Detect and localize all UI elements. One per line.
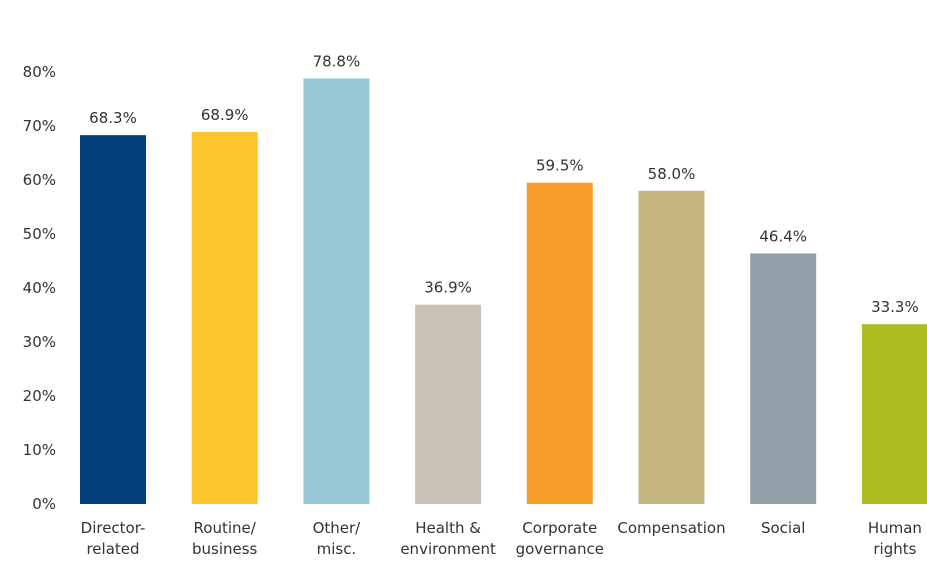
bar bbox=[638, 190, 705, 505]
x-category-label-line: business bbox=[192, 540, 258, 558]
y-tick-label: 60% bbox=[23, 171, 56, 189]
bar bbox=[303, 78, 370, 504]
x-category-label-line: Human bbox=[868, 519, 922, 537]
bar-value-label: 68.3% bbox=[89, 109, 137, 127]
x-category-label-line: governance bbox=[516, 540, 604, 558]
data-labels-group: 68.3% 68.9% 78.8% 36.9% 59.5% 58.0% 46.4% 33.3% bbox=[89, 52, 919, 316]
x-category-label: Compensation bbox=[617, 519, 725, 537]
bar-value-label: 33.3% bbox=[871, 298, 919, 316]
y-axis: 0%10%20%30%40%50%60%70%80%100% bbox=[23, 63, 56, 513]
y-tick-label: 50% bbox=[23, 225, 56, 243]
x-category-label: Corporate governance bbox=[516, 519, 604, 558]
x-category-label-line: environment bbox=[400, 540, 496, 558]
bar-value-label: 36.9% bbox=[424, 279, 472, 297]
bar-value-label: 78.8% bbox=[313, 52, 361, 70]
bar-value-label: 46.4% bbox=[759, 227, 807, 245]
x-category-label-line: Director- bbox=[81, 519, 146, 537]
bar bbox=[526, 182, 593, 504]
y-tick-label: 30% bbox=[23, 333, 56, 351]
y-tick-label: 0% bbox=[32, 495, 56, 513]
x-category-label: Health & environment bbox=[400, 519, 496, 558]
x-category-label-line: misc. bbox=[317, 540, 357, 558]
bar bbox=[80, 135, 146, 504]
x-category-label-line: related bbox=[86, 540, 139, 558]
bar bbox=[750, 253, 817, 504]
bar bbox=[191, 131, 258, 504]
x-category-label: Social bbox=[761, 519, 805, 537]
x-category-label-line: Corporate bbox=[522, 519, 597, 537]
y-tick-label: 80% bbox=[23, 63, 56, 81]
x-category-label-line: Routine/ bbox=[194, 519, 257, 537]
bar-value-label: 68.9% bbox=[201, 106, 249, 124]
y-tick-label: 10% bbox=[23, 441, 56, 459]
bar bbox=[861, 324, 927, 504]
bars-group bbox=[80, 78, 927, 505]
x-category-label-line: Health & bbox=[415, 519, 481, 537]
x-axis: Director-related Routine/business Other/mi… bbox=[81, 519, 922, 558]
x-category-label: Routine/business bbox=[192, 519, 258, 558]
x-category-label: Other/misc. bbox=[313, 519, 362, 558]
x-category-label: Director-related bbox=[81, 519, 146, 558]
x-category-label-line: Compensation bbox=[617, 519, 725, 537]
bar-value-label: 58.0% bbox=[648, 165, 696, 183]
y-tick-label: 20% bbox=[23, 387, 56, 405]
bar bbox=[415, 304, 482, 504]
bar-value-label: 59.5% bbox=[536, 157, 584, 175]
x-category-label: Human rights bbox=[868, 519, 922, 558]
y-tick-label: 70% bbox=[23, 117, 56, 135]
x-category-label-line: Other/ bbox=[313, 519, 362, 537]
x-category-label-line: rights bbox=[873, 540, 916, 558]
x-category-label-line: Social bbox=[761, 519, 805, 537]
y-tick-label: 40% bbox=[23, 279, 56, 297]
